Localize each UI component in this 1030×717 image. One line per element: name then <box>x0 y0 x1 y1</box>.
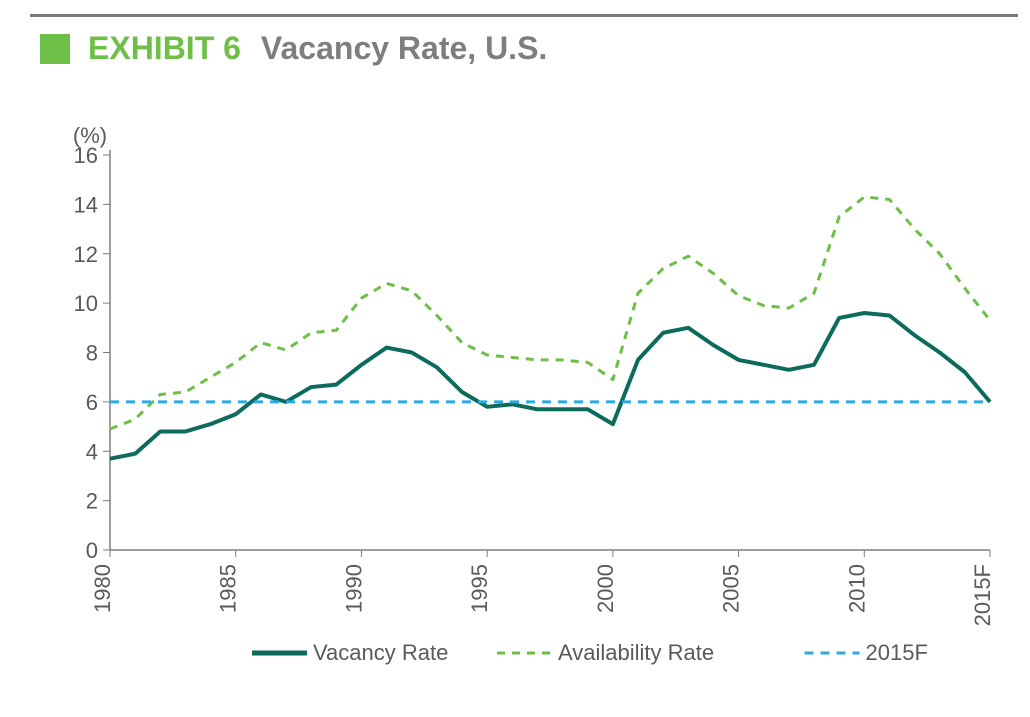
exhibit-title: Vacancy Rate, U.S. <box>261 30 547 67</box>
svg-text:16: 16 <box>74 143 98 168</box>
svg-text:8: 8 <box>86 341 98 366</box>
svg-text:2000: 2000 <box>593 564 618 613</box>
svg-text:1985: 1985 <box>216 564 241 613</box>
svg-text:2010: 2010 <box>844 564 869 613</box>
svg-text:2015F: 2015F <box>970 564 995 626</box>
svg-text:1980: 1980 <box>90 564 115 613</box>
exhibit-container: EXHIBIT 6 Vacancy Rate, U.S. (%)02468101… <box>0 0 1030 717</box>
svg-text:6: 6 <box>86 390 98 415</box>
title-square <box>40 34 70 64</box>
line-chart: (%)0246810121416198019851990199520002005… <box>40 120 1000 680</box>
top-rule <box>30 14 1018 17</box>
svg-text:2015F: 2015F <box>866 640 928 665</box>
title-row: EXHIBIT 6 Vacancy Rate, U.S. <box>40 30 547 67</box>
svg-text:0: 0 <box>86 538 98 563</box>
svg-text:Vacancy Rate: Vacancy Rate <box>313 640 448 665</box>
svg-text:2: 2 <box>86 489 98 514</box>
chart-area: (%)0246810121416198019851990199520002005… <box>40 120 1000 680</box>
svg-text:4: 4 <box>86 439 98 464</box>
svg-text:14: 14 <box>74 192 98 217</box>
svg-text:10: 10 <box>74 291 98 316</box>
svg-text:Availability Rate: Availability Rate <box>558 640 714 665</box>
svg-text:12: 12 <box>74 242 98 267</box>
svg-text:1990: 1990 <box>341 564 366 613</box>
svg-text:2005: 2005 <box>719 564 744 613</box>
exhibit-label: EXHIBIT 6 <box>88 30 241 67</box>
svg-text:1995: 1995 <box>467 564 492 613</box>
